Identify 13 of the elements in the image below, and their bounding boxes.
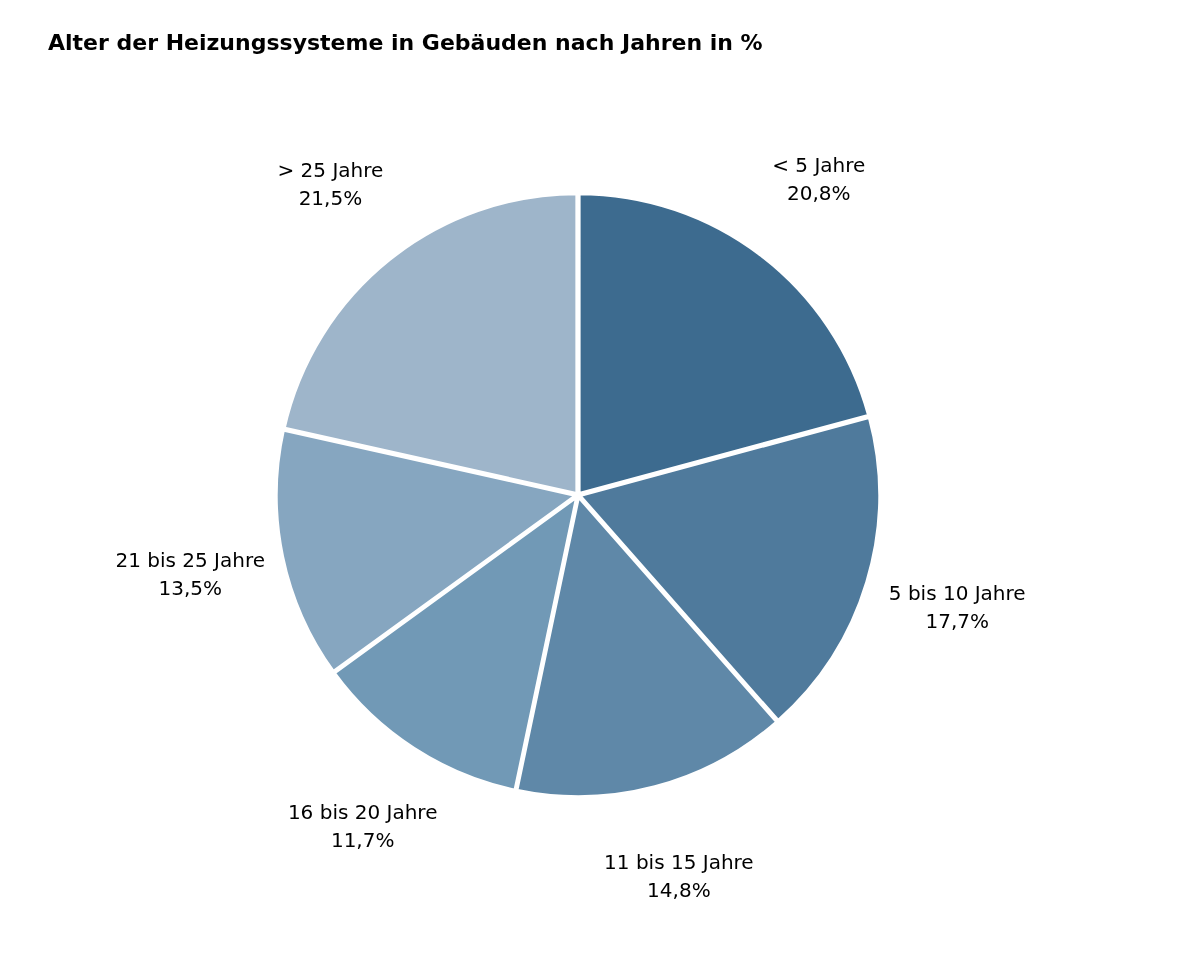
slice-label: < 5 Jahre [772, 152, 866, 177]
slice-label: 16 bis 20 Jahre [287, 799, 438, 824]
slice-label: 21 bis 25 Jahre [115, 547, 266, 572]
data-label: 20,8% [786, 180, 851, 205]
slice-label: 5 bis 10 Jahre [888, 581, 1026, 606]
data-label: 11,7% [330, 827, 395, 852]
slice-label: 11 bis 15 Jahre [604, 850, 754, 875]
data-label: 21,5% [298, 186, 363, 211]
data-label: 14,8% [647, 878, 711, 903]
data-label: 13,5% [158, 575, 222, 600]
slice-label: > 25 Jahre [277, 158, 384, 183]
data-label: 17,7% [925, 609, 989, 634]
chart-title: Alter der Heizungssysteme in Gebäuden nach Jahren in % [48, 30, 764, 55]
